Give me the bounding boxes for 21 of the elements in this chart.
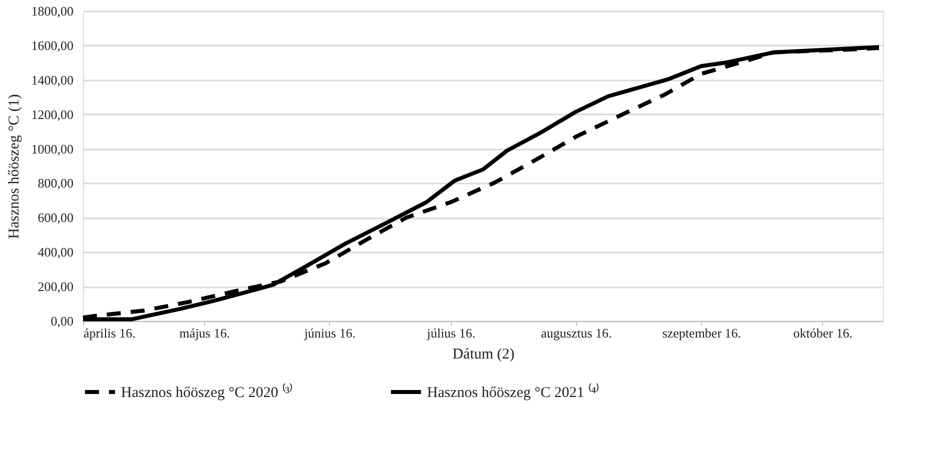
y-tick-label: 1600,00 — [31, 38, 74, 53]
y-tick-label: 1000,00 — [31, 141, 74, 156]
y-tick-label: 0,00 — [50, 314, 74, 328]
legend-label: Hasznos hőöszeg °C 2021 ⁽⁴⁾ — [427, 383, 600, 401]
y-tick-label: 1800,00 — [31, 4, 74, 18]
y-tick-label: 1200,00 — [31, 106, 74, 122]
x-tick-label: szeptember 16. — [662, 326, 742, 340]
x-tick-label: október 16. — [793, 326, 853, 340]
x-tick-label: május 16. — [179, 326, 230, 340]
y-tick-label: 200,00 — [38, 279, 74, 294]
x-tick-label: április 16. — [84, 326, 136, 340]
y-axis-title: Hasznos hőöszeg °C (1) — [6, 94, 22, 239]
x-axis-title: Dátum (2) — [452, 346, 515, 362]
y-tick-label: 600,00 — [38, 210, 74, 226]
y-tick-label: 800,00 — [38, 176, 74, 191]
legend-label: Hasznos hőöszeg °C 2020 ⁽³⁾ — [121, 383, 292, 401]
x-tick-label: július 16. — [426, 326, 476, 340]
x-tick-label: augusztus 16. — [541, 326, 612, 340]
y-tick-label: 1400,00 — [31, 72, 74, 88]
x-tick-label: június 16. — [303, 326, 356, 340]
y-tick-label: 400,00 — [38, 244, 74, 260]
